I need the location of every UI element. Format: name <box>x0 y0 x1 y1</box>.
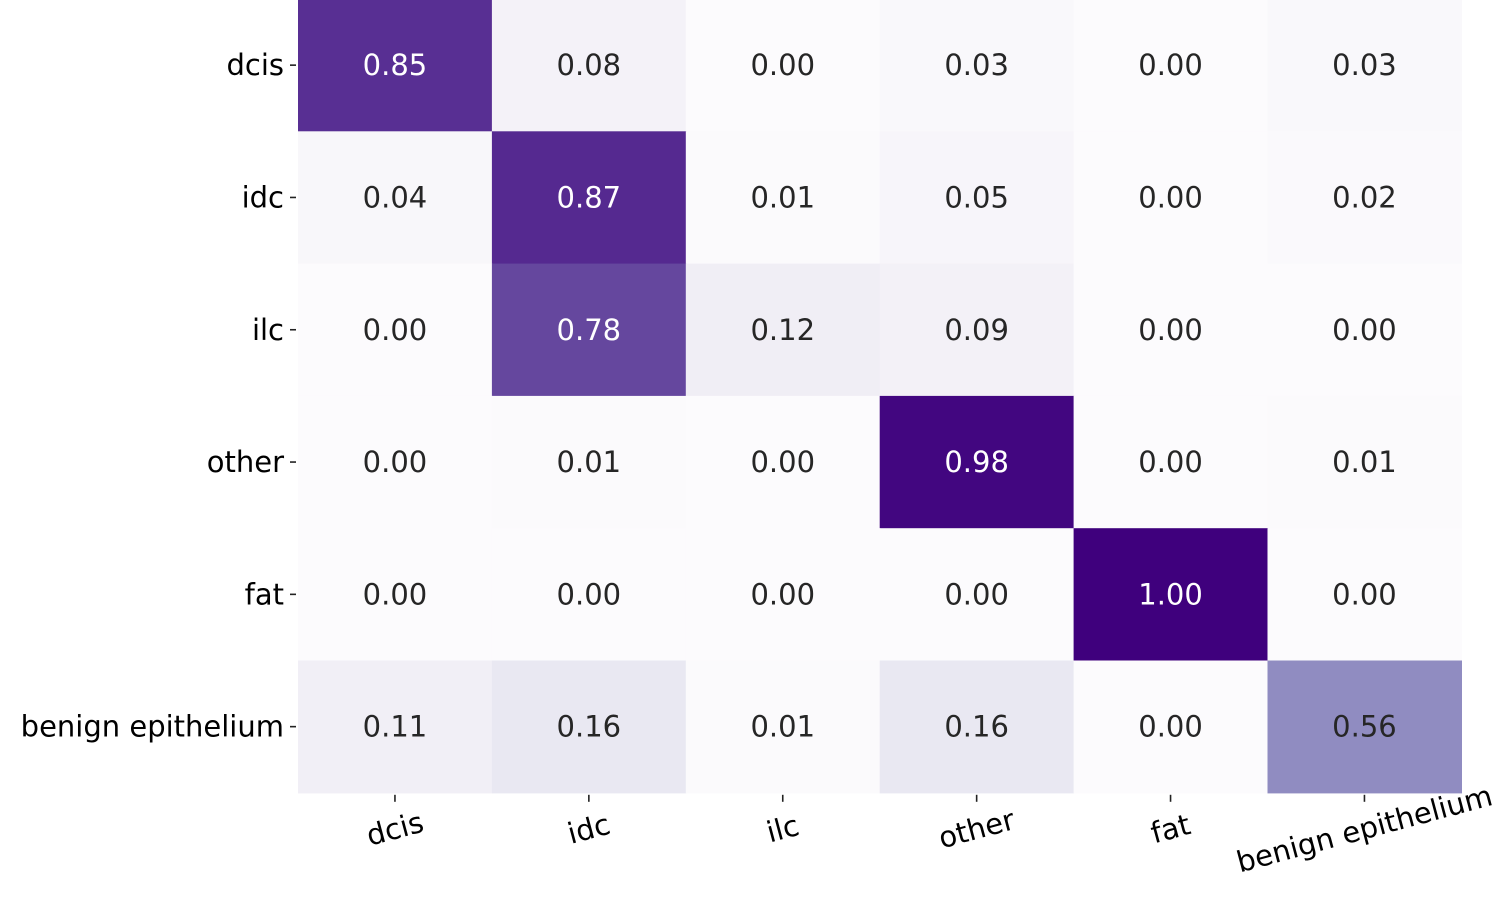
heatmap-cell-5-2 <box>685 660 881 794</box>
cell-value-label: 0.03 <box>944 48 1009 82</box>
heatmap-cell-4-5 <box>1267 528 1462 662</box>
cell-value-label: 0.00 <box>363 313 428 347</box>
cell-value-label: 0.00 <box>944 577 1009 611</box>
cell-value-label: 0.01 <box>1332 445 1397 479</box>
cell-value-label: 0.98 <box>944 445 1009 479</box>
cell-value-label: 0.11 <box>363 710 428 744</box>
cell-value-label: 0.00 <box>750 445 815 479</box>
heatmap-cell-1-4 <box>1073 131 1269 265</box>
heatmap-cell-2-1 <box>491 263 687 397</box>
cell-value-label: 0.85 <box>363 48 428 82</box>
cell-value-label: 0.04 <box>363 180 428 214</box>
cell-value-label: 0.16 <box>557 710 622 744</box>
x-tick-label: fat <box>1147 807 1194 850</box>
heatmap-cell-1-5 <box>1267 131 1462 265</box>
heatmap-cell-5-3 <box>879 660 1075 794</box>
y-tick-label: idc <box>242 180 284 214</box>
heatmap-cell-3-1 <box>491 395 687 529</box>
heatmap-cell-5-1 <box>491 660 687 794</box>
heatmap-cell-3-0 <box>298 395 493 529</box>
x-tick-label: dcis <box>363 805 427 853</box>
cell-value-label: 0.00 <box>1138 180 1203 214</box>
y-tick-label: benign epithelium <box>21 710 284 744</box>
cell-value-label: 0.00 <box>1138 48 1203 82</box>
cell-value-label: 0.08 <box>557 48 622 82</box>
cell-value-label: 0.12 <box>750 313 815 347</box>
heatmap-cell-0-1 <box>491 0 687 132</box>
heatmap-cell-2-4 <box>1073 263 1269 397</box>
cell-value-label: 1.00 <box>1138 577 1203 611</box>
heatmap-cell-3-2 <box>685 395 881 529</box>
heatmap-cell-3-3 <box>879 395 1075 529</box>
x-tick-label: ilc <box>763 808 803 849</box>
cell-value-label: 0.01 <box>750 180 815 214</box>
y-tick-label: other <box>207 445 284 479</box>
heatmap-cell-0-4 <box>1073 0 1269 132</box>
cell-value-label: 0.02 <box>1332 180 1397 214</box>
cell-value-label: 0.00 <box>363 577 428 611</box>
heatmap-cells <box>298 0 1462 794</box>
heatmap-cell-0-5 <box>1267 0 1462 132</box>
heatmap-cell-2-3 <box>879 263 1075 397</box>
cell-value-label: 0.01 <box>750 710 815 744</box>
heatmap-cell-0-2 <box>685 0 881 132</box>
cell-value-label: 0.01 <box>557 445 622 479</box>
heatmap-cell-5-5 <box>1267 660 1462 794</box>
cell-value-label: 0.09 <box>944 313 1009 347</box>
heatmap-cell-2-2 <box>685 263 881 397</box>
x-tick-label: benign epithelium <box>1233 778 1496 879</box>
cell-value-label: 0.03 <box>1332 48 1397 82</box>
cell-value-label: 0.05 <box>944 180 1009 214</box>
x-tick-label: other <box>935 802 1018 855</box>
cell-value-label: 0.00 <box>1332 313 1397 347</box>
heatmap-cell-1-3 <box>879 131 1075 265</box>
heatmap-cell-1-0 <box>298 131 493 265</box>
heatmap-cell-3-4 <box>1073 395 1269 529</box>
heatmap-cell-4-2 <box>685 528 881 662</box>
heatmap-cell-4-1 <box>491 528 687 662</box>
x-tick-label: idc <box>564 807 614 851</box>
heatmap-cell-2-5 <box>1267 263 1462 397</box>
cell-value-label: 0.00 <box>1138 445 1203 479</box>
cell-value-label: 0.00 <box>1332 577 1397 611</box>
heatmap-cell-1-2 <box>685 131 881 265</box>
y-tick-label: dcis <box>226 48 284 82</box>
cell-value-label: 0.87 <box>557 180 622 214</box>
cell-value-label: 0.16 <box>944 710 1009 744</box>
heatmap-cell-4-0 <box>298 528 493 662</box>
y-tick-label: ilc <box>252 313 284 347</box>
x-axis: dcis idc ilc other fat benign epithelium <box>363 778 1496 879</box>
cell-value-label: 0.56 <box>1332 710 1397 744</box>
cell-value-label: 0.00 <box>363 445 428 479</box>
cell-value-label: 0.00 <box>557 577 622 611</box>
heatmap-cell-4-4 <box>1073 528 1269 662</box>
cell-value-label: 0.00 <box>1138 313 1203 347</box>
cell-value-label: 0.00 <box>750 577 815 611</box>
heatmap-cell-5-4 <box>1073 660 1269 794</box>
heatmap-cell-0-0 <box>298 0 493 132</box>
heatmap-cell-3-5 <box>1267 395 1462 529</box>
cell-value-label: 0.00 <box>1138 710 1203 744</box>
cell-value-label: 0.00 <box>750 48 815 82</box>
heatmap-cell-2-0 <box>298 263 493 397</box>
heatmap-cell-5-0 <box>298 660 493 794</box>
heatmap-value-labels: 0.85 0.08 0.00 0.03 0.00 0.03 0.04 0.87 0.01 0.05… <box>363 48 1397 744</box>
heatmap-cell-4-3 <box>879 528 1075 662</box>
heatmap-cell-1-1 <box>491 131 687 265</box>
cell-value-label: 0.78 <box>557 313 622 347</box>
y-tick-label: fat <box>245 577 284 611</box>
y-axis: dcis idc ilc other fat benign epithelium <box>21 48 296 744</box>
heatmap-cell-0-3 <box>879 0 1075 132</box>
